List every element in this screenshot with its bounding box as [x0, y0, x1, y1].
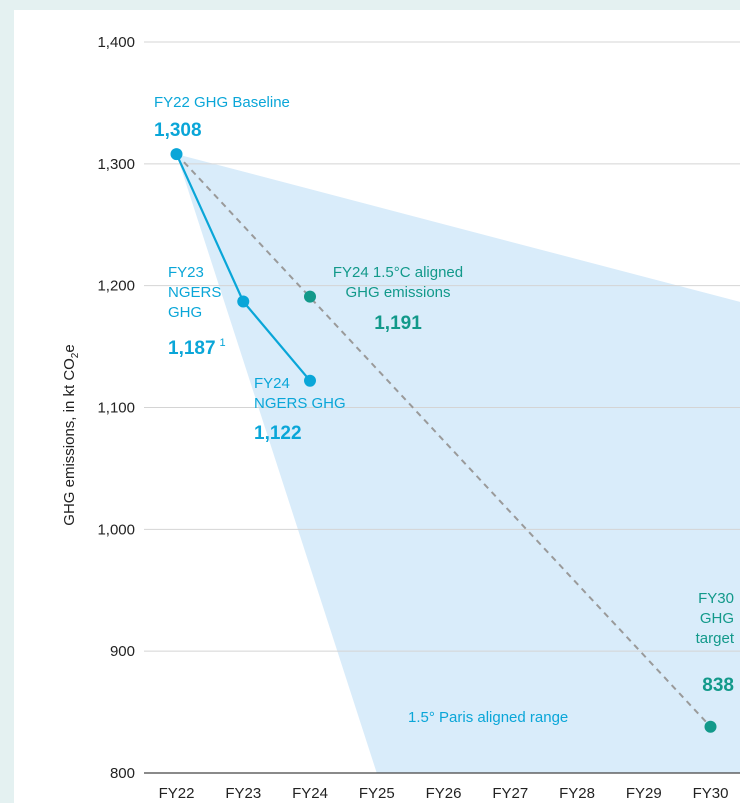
y-tick-label: 800 [110, 765, 135, 782]
annotation-range-label: 1.5° Paris aligned range [408, 709, 568, 726]
annotation-fy24-label: NGERS GHG [254, 395, 346, 412]
y-tick-label: 1,100 [97, 400, 135, 417]
ngers-point [170, 148, 183, 161]
y-axis-title: GHG emissions, in kt CO2e [61, 344, 81, 525]
annotation-aligned-label: GHG emissions [345, 284, 450, 301]
annotation-fy23-label: NGERS [168, 284, 221, 301]
x-tick-label: FY26 [426, 785, 462, 802]
x-tick-label: FY22 [159, 785, 195, 802]
aligned-point [704, 720, 717, 733]
footnote-marker: 1 [220, 337, 226, 349]
annotation-fy23-value: 1,187 1 [168, 337, 226, 359]
annotation-target-label: GHG [700, 610, 734, 627]
annotation-fy23-label: FY23 [168, 264, 204, 281]
x-tick-label: FY28 [559, 785, 595, 802]
annotation-fy24-label: FY24 [254, 375, 290, 392]
x-tick-label: FY27 [492, 785, 528, 802]
chart-svg: 800 900 1,000 1,100 1,200 1,300 1,400 FY22 FY23 F… [61, 34, 740, 802]
annotation-target-label: FY30 [698, 590, 734, 607]
x-tick-label: FY30 [693, 785, 729, 802]
annotation-aligned-label: FY24 1.5°C aligned [333, 264, 463, 281]
x-tick-label: FY25 [359, 785, 395, 802]
y-tick-label: 1,200 [97, 278, 135, 295]
aligned-trajectory-line [175, 153, 712, 728]
annotation-fy23-label: GHG [168, 304, 202, 321]
chart-panel: 800 900 1,000 1,100 1,200 1,300 1,400 FY22 FY23 F… [14, 10, 740, 803]
annotation-baseline-label: FY22 GHG Baseline [154, 94, 290, 111]
annotation-target-value: 838 [702, 675, 734, 696]
annotation-aligned-value: 1,191 [374, 313, 422, 334]
y-tick-label: 900 [110, 643, 135, 660]
ngers-point [304, 374, 316, 387]
x-tick-label: FY24 [292, 785, 328, 802]
annotation-fy24-value: 1,122 [254, 423, 302, 444]
aligned-point [304, 290, 316, 303]
y-tick-label: 1,400 [97, 34, 135, 51]
y-tick-label: 1,300 [97, 156, 135, 173]
ngers-point [237, 295, 250, 308]
x-tick-label: FY23 [225, 785, 261, 802]
annotation-baseline-value: 1,308 [154, 120, 202, 141]
annotation-target-label: target [696, 630, 735, 647]
y-tick-label: 1,000 [97, 521, 135, 538]
paris-range-area [176, 154, 740, 773]
x-tick-label: FY29 [626, 785, 662, 802]
